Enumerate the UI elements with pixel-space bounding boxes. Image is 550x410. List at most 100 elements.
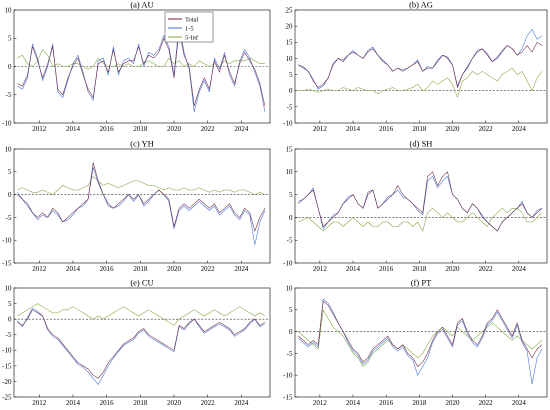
panel-title: (c) YH — [130, 139, 154, 149]
series-total — [17, 162, 266, 232]
y-tick-label: -15 — [2, 362, 12, 370]
x-tick-label: 2012 — [32, 399, 47, 407]
panel-0: (a) AU -10 -5 0 5 10 2012 2014 2016 2018 2020 2022 2… — [2, 0, 271, 133]
y-tick-label: 10 — [5, 6, 13, 14]
series-1-5 — [298, 29, 543, 90]
x-tick-label: 2024 — [512, 265, 527, 273]
x-tick-label: 2016 — [379, 265, 394, 273]
y-tick-label: -5 — [6, 91, 12, 99]
x-tick-label: 2020 — [167, 125, 182, 133]
x-tick-label: 2022 — [479, 125, 494, 133]
series-1-5 — [298, 176, 543, 232]
x-tick-label: 2024 — [512, 125, 527, 133]
series-total — [298, 42, 543, 88]
y-tick-label: -5 — [287, 350, 293, 358]
plot-frame — [13, 287, 271, 398]
y-tick-label: 10 — [5, 284, 13, 292]
x-tick-label: 2022 — [479, 265, 494, 273]
y-tick-label: 15 — [286, 39, 294, 47]
y-tick-label: 5 — [289, 191, 293, 199]
y-tick-label: 0 — [289, 214, 293, 222]
x-tick-label: 2012 — [313, 265, 328, 273]
series-5-inf — [17, 303, 266, 326]
y-tick-label: 5 — [8, 35, 12, 43]
x-tick-label: 2018 — [412, 399, 427, 407]
plot-frame — [294, 9, 548, 124]
y-tick-label: -15 — [2, 259, 12, 267]
x-tick-label: 2016 — [100, 399, 115, 407]
panel-title: (a) AU — [130, 0, 153, 10]
y-tick-label: 10 — [286, 168, 294, 176]
panel-2: (c) YH -15 -10 -5 0 5 10 2012 2014 2016 2018 2020 20… — [2, 139, 271, 273]
y-tick-label: 5 — [289, 71, 293, 79]
legend: Total 1-5 5-Inf — [164, 11, 214, 43]
x-tick-label: 2014 — [346, 265, 361, 273]
y-tick-label: -10 — [2, 347, 12, 355]
series-total — [17, 29, 266, 107]
y-tick-label: -5 — [6, 331, 12, 339]
x-tick-label: 2022 — [479, 399, 494, 407]
series-5-inf — [298, 309, 543, 367]
y-tick-label: 25 — [286, 6, 294, 14]
x-tick-label: 2014 — [66, 125, 81, 133]
y-tick-label: 0 — [8, 316, 12, 324]
x-tick-label: 2016 — [100, 125, 115, 133]
x-tick-label: 2024 — [234, 125, 249, 133]
series-1-5 — [17, 23, 266, 112]
x-tick-label: 2018 — [412, 265, 427, 273]
x-tick-label: 2014 — [66, 265, 81, 273]
plot-frame — [294, 287, 548, 398]
y-tick-label: 10 — [5, 145, 13, 153]
x-tick-label: 2018 — [133, 125, 148, 133]
series-5-inf — [298, 67, 543, 98]
y-tick-label: 0 — [8, 63, 12, 71]
x-tick-label: 2020 — [446, 125, 461, 133]
y-tick-label: -5 — [287, 237, 293, 245]
panel-3: (d) SH -10 -5 0 5 10 15 2012 2014 2016 2018 2020 202… — [283, 139, 548, 273]
x-tick-label: 2012 — [32, 265, 47, 273]
y-tick-label: 0 — [289, 328, 293, 336]
x-tick-label: 2016 — [379, 399, 394, 407]
series-1-5 — [17, 307, 266, 385]
y-tick-label: 5 — [8, 300, 12, 308]
y-tick-label: 10 — [286, 284, 294, 292]
series-5-inf — [298, 208, 543, 232]
panel-title: (b) AG — [409, 0, 433, 10]
x-tick-label: 2020 — [446, 265, 461, 273]
x-tick-label: 2020 — [446, 399, 461, 407]
x-tick-label: 2024 — [512, 399, 527, 407]
x-tick-label: 2016 — [100, 265, 115, 273]
series-5-inf — [17, 176, 266, 195]
y-tick-label: -10 — [2, 237, 12, 245]
x-tick-label: 2016 — [379, 125, 394, 133]
y-tick-label: 20 — [286, 23, 294, 31]
series-total — [298, 300, 543, 367]
y-tick-label: -10 — [283, 259, 293, 267]
series-total — [298, 171, 543, 232]
y-tick-label: -15 — [283, 393, 293, 401]
x-tick-label: 2022 — [201, 399, 216, 407]
y-tick-label: -25 — [2, 393, 12, 401]
y-tick-label: -10 — [283, 372, 293, 380]
y-tick-label: -20 — [2, 378, 12, 386]
x-tick-label: 2014 — [66, 399, 81, 407]
legend-item-label: 1-5 — [185, 25, 194, 32]
panel-title: (d) SH — [410, 139, 433, 149]
panel-title: (f) PT — [411, 278, 432, 288]
x-tick-label: 2022 — [201, 125, 216, 133]
panel-1: (b) AG -10 -5 0 5 10 15 20 25 2012 2014 2016 2018 202… — [283, 0, 548, 133]
x-tick-label: 2018 — [412, 125, 427, 133]
panel-title: (e) CU — [130, 278, 153, 288]
x-tick-label: 2012 — [32, 125, 47, 133]
y-tick-label: 5 — [8, 168, 12, 176]
y-tick-label: -5 — [6, 214, 12, 222]
panel-4: (e) CU -25 -20 -15 -10 -5 0 5 10 2012 2014 2016 2018… — [2, 278, 271, 407]
x-tick-label: 2018 — [133, 265, 148, 273]
x-tick-label: 2018 — [133, 399, 148, 407]
x-tick-label: 2020 — [167, 399, 182, 407]
y-tick-label: 15 — [286, 145, 294, 153]
y-tick-label: 0 — [289, 87, 293, 95]
series-5-inf — [17, 49, 265, 70]
x-tick-label: 2024 — [234, 265, 249, 273]
y-tick-label: 0 — [8, 191, 12, 199]
